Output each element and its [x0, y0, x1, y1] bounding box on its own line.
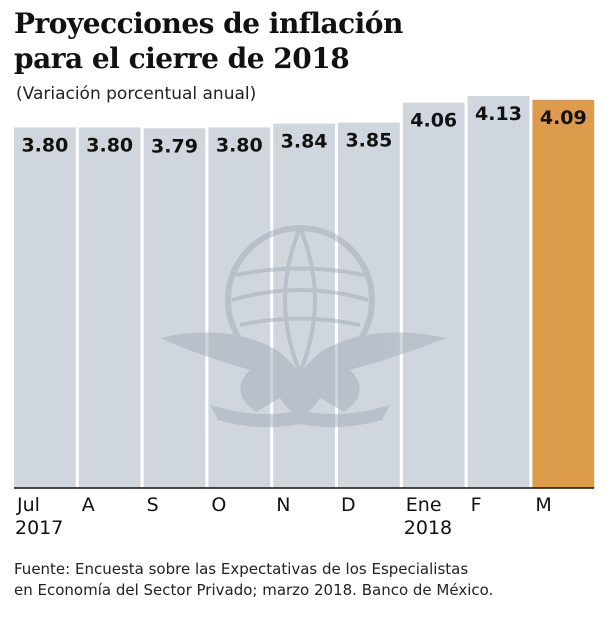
chart-title: Proyecciones de inflación para el cierre… [14, 6, 594, 76]
chart-title-line-1: Proyecciones de inflación [14, 7, 403, 40]
eagle-emblem-icon [160, 225, 446, 428]
tick-sublabel-ene: 2018 [404, 517, 452, 539]
tick-label-n: N [276, 494, 290, 516]
chart-subtitle: (Variación porcentual anual) [16, 84, 257, 104]
source-line-1: Fuente: Encuesta sobre las Expectativas … [14, 560, 469, 578]
tick-label-a: A [82, 494, 95, 516]
data-label-n: 3.84 [281, 131, 328, 153]
bar-f [467, 96, 530, 488]
data-label-d: 3.85 [345, 130, 392, 152]
bar-ene [402, 102, 465, 488]
bar-jul [14, 127, 76, 489]
data-label-a: 3.80 [86, 134, 133, 156]
data-label-jul: 3.80 [21, 134, 68, 156]
source-line-2: en Economía del Sector Privado; marzo 20… [14, 581, 494, 599]
bar-a [78, 127, 141, 489]
data-label-s: 3.79 [151, 135, 198, 157]
tick-sublabel-jul: 2017 [15, 517, 63, 539]
tick-label-o: O [211, 494, 226, 516]
tick-label-f: F [471, 494, 482, 516]
bar-n [273, 123, 335, 488]
tick-label-jul: Jul [16, 494, 40, 516]
data-label-ene: 4.06 [410, 110, 457, 132]
data-label-f: 4.13 [475, 103, 522, 125]
tick-label-ene: Ene [406, 494, 442, 516]
data-label-o: 3.80 [216, 134, 263, 156]
tick-label-s: S [147, 494, 159, 516]
source-note: Fuente: Encuesta sobre las Expectativas … [14, 559, 594, 601]
tick-label-m: M [535, 494, 551, 516]
chart-title-line-2: para el cierre de 2018 [14, 42, 350, 75]
bar-o [208, 127, 271, 489]
bar-m [532, 99, 595, 489]
tick-label-d: D [341, 494, 356, 516]
bars-layer [14, 96, 595, 489]
bar-s [143, 128, 206, 489]
data-label-m: 4.09 [540, 107, 587, 129]
